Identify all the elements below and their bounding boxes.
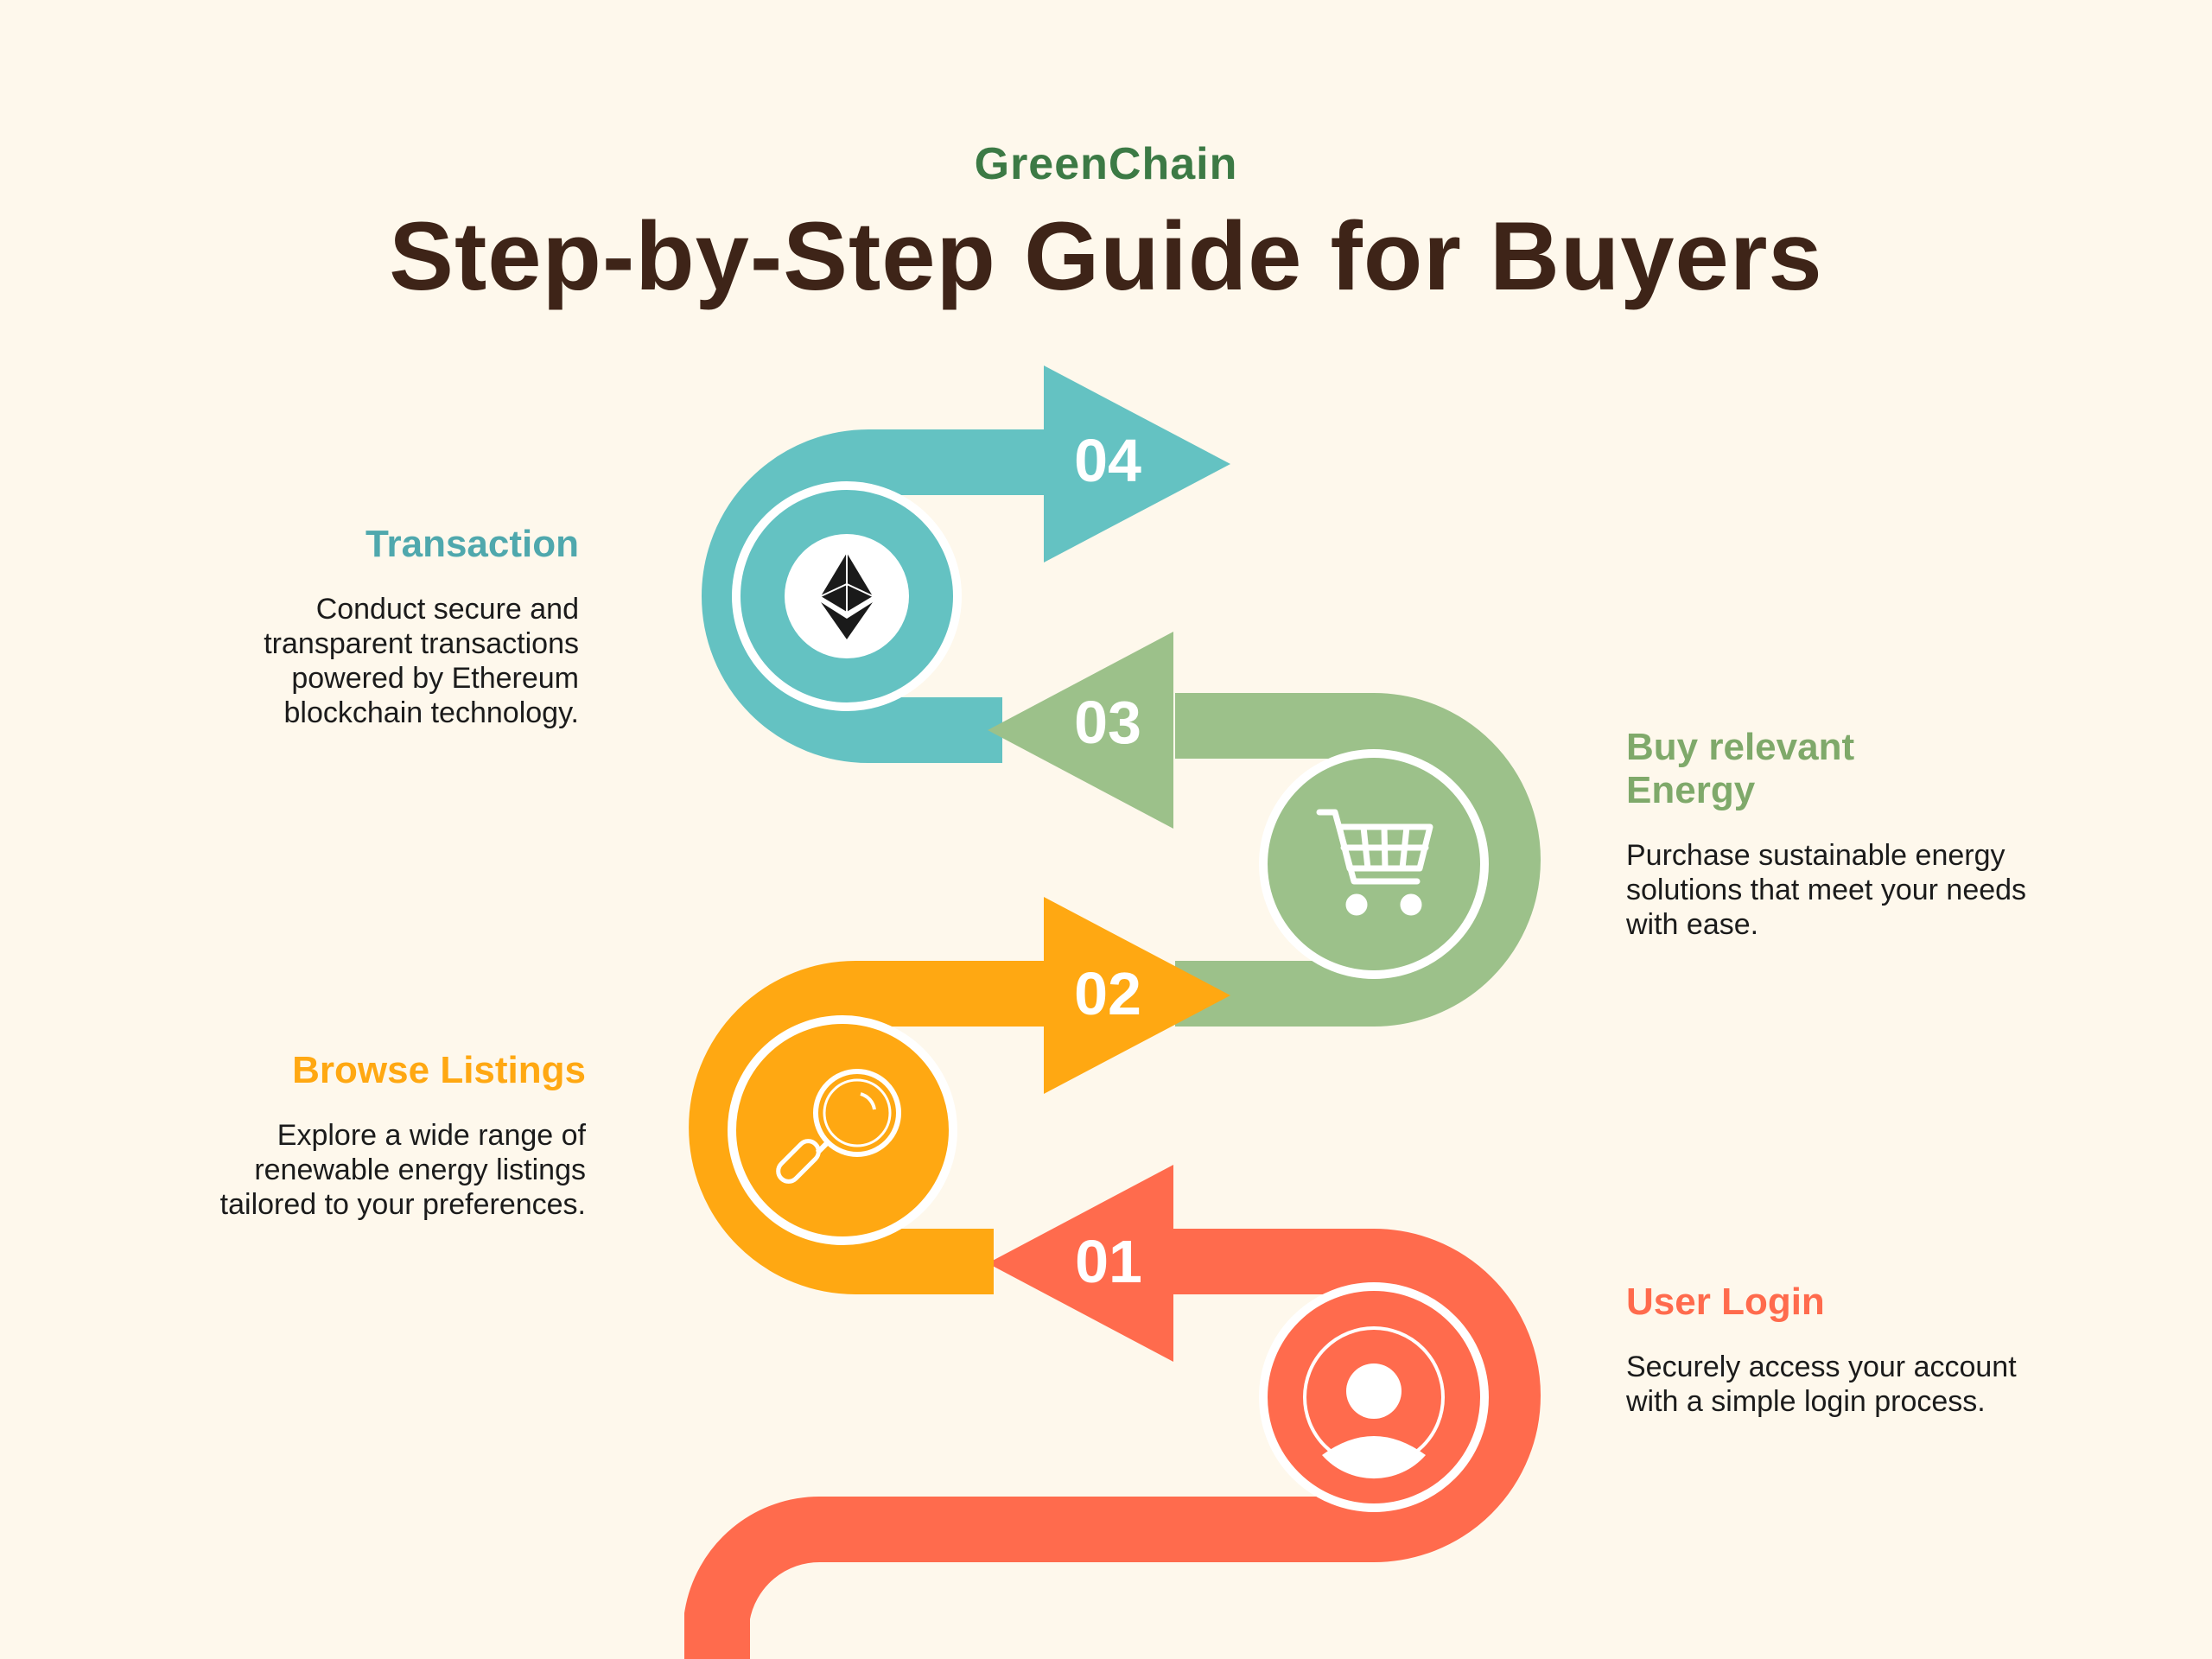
magnifier-icon <box>776 1069 901 1184</box>
step-4-title: Transaction <box>365 523 579 565</box>
step-3-title: Buy relevant Energy <box>1626 726 1855 811</box>
step-3-icon-badge <box>1259 749 1489 979</box>
step-1-number: 01 <box>1075 1228 1142 1295</box>
step-1-description: Securely access your account with a simp… <box>1626 1351 2017 1418</box>
step-2-text: Browse Listings Explore a wide range of … <box>173 1049 586 1222</box>
ethereum-icon <box>820 553 874 639</box>
step-3-description: Purchase sustainable energy solutions th… <box>1626 839 2027 941</box>
shopping-cart-icon <box>1316 809 1433 916</box>
step-2-icon-badge <box>728 1015 957 1245</box>
step-3-number: 03 <box>1074 689 1141 756</box>
step-1-text: User Login Securely access your account … <box>1626 1281 2024 1419</box>
step-4-number: 04 <box>1074 427 1141 494</box>
step-2-number: 02 <box>1074 960 1141 1027</box>
step-3-text: Buy relevant Energy Purchase sustainable… <box>1626 726 2075 942</box>
brand-name: GreenChain <box>974 139 1238 189</box>
step-4-description: Conduct secure and transparent transacti… <box>264 593 579 729</box>
step-2-description: Explore a wide range of renewable energy… <box>219 1119 586 1221</box>
step-1-title: User Login <box>1626 1281 1825 1323</box>
page-title: Step-by-Step Guide for Buyers <box>389 202 1823 310</box>
step-2-arrow <box>1044 897 1230 1094</box>
step-2-title: Browse Listings <box>292 1049 586 1091</box>
user-icon <box>1322 1363 1426 1479</box>
step-4-text: Transaction Conduct secure and transpare… <box>173 523 579 730</box>
step-4-arrow <box>1044 365 1230 563</box>
step-2-road <box>689 961 1054 1294</box>
step-3-road <box>1175 693 1541 1027</box>
step-1-icon-badge <box>1259 1282 1489 1512</box>
step-4-icon-badge <box>732 481 962 711</box>
step-3-arrow <box>988 632 1173 829</box>
step-1-arrow <box>988 1165 1173 1362</box>
step-1-road <box>684 1229 1541 1659</box>
